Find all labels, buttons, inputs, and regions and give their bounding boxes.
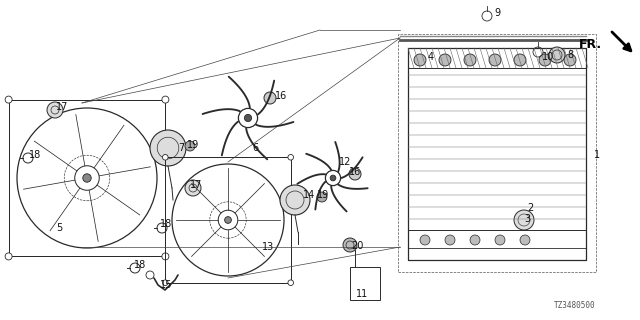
Ellipse shape [549,47,565,63]
Bar [8,100,165,256]
Text: 17: 17 [190,180,202,190]
Ellipse shape [520,235,530,245]
Text: 15: 15 [160,280,172,290]
Bar [165,157,291,283]
Ellipse shape [5,253,12,260]
Bar [350,267,380,300]
Text: FR.: FR. [579,38,602,51]
Ellipse shape [539,54,551,66]
Ellipse shape [83,174,92,182]
Bar [408,48,586,260]
Ellipse shape [288,155,294,160]
Ellipse shape [317,192,327,202]
Ellipse shape [514,54,526,66]
Text: 1: 1 [594,150,600,160]
Ellipse shape [264,92,276,104]
Ellipse shape [445,235,455,245]
Text: 9: 9 [494,8,500,18]
Text: 19: 19 [187,140,199,150]
Ellipse shape [330,175,336,181]
Ellipse shape [5,96,12,103]
Text: 6: 6 [252,143,258,153]
Text: 3: 3 [524,214,530,224]
Text: 10: 10 [542,52,554,62]
Ellipse shape [420,235,430,245]
Text: 19: 19 [317,190,329,200]
Ellipse shape [439,54,451,66]
Text: 14: 14 [303,190,315,200]
Text: 18: 18 [160,219,172,229]
Text: 12: 12 [339,157,351,167]
Text: 16: 16 [275,91,287,101]
Ellipse shape [185,141,195,151]
Text: 2: 2 [527,203,533,213]
Ellipse shape [349,168,361,180]
Ellipse shape [163,155,168,160]
Ellipse shape [464,54,476,66]
Ellipse shape [495,235,505,245]
Ellipse shape [150,130,186,166]
Text: 17: 17 [56,102,68,112]
Ellipse shape [163,280,168,285]
Ellipse shape [162,96,169,103]
Ellipse shape [244,114,252,122]
Ellipse shape [288,280,294,285]
Text: 4: 4 [428,52,434,62]
Text: 18: 18 [29,150,41,160]
Text: 8: 8 [567,50,573,60]
Ellipse shape [280,185,310,215]
Ellipse shape [514,210,534,230]
Ellipse shape [414,54,426,66]
Text: 11: 11 [356,289,368,299]
Ellipse shape [489,54,501,66]
Text: TZ3480500: TZ3480500 [554,301,595,310]
Ellipse shape [47,102,63,118]
Text: 20: 20 [351,241,363,251]
Text: 5: 5 [56,223,62,233]
Text: 18: 18 [134,260,146,270]
Ellipse shape [343,238,357,252]
Ellipse shape [162,253,169,260]
Ellipse shape [470,235,480,245]
Text: 16: 16 [349,167,361,177]
Text: 7: 7 [178,143,184,153]
Ellipse shape [185,180,201,196]
Text: 13: 13 [262,242,274,252]
Ellipse shape [225,217,232,223]
Ellipse shape [564,54,576,66]
Bar [398,34,596,272]
